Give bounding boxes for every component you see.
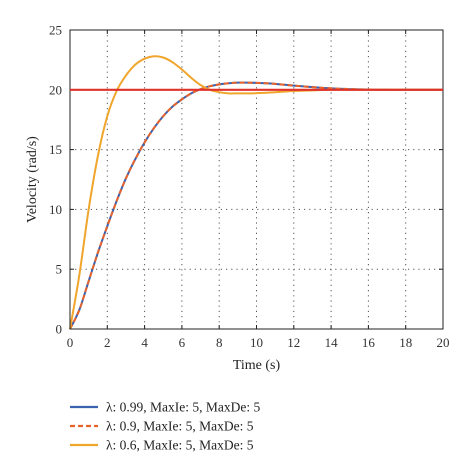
x-tick-label: 2 (104, 335, 111, 350)
y-tick-label: 25 (49, 23, 62, 38)
legend-label-3: λ: 0.6, MaxIe: 5, MaxDe: 5 (106, 438, 254, 453)
x-tick-label: 18 (399, 335, 412, 350)
y-tick-label: 15 (49, 142, 62, 157)
legend-label-2: λ: 0.9, MaxIe: 5, MaxDe: 5 (106, 419, 254, 434)
legend: λ: 0.99, MaxIe: 5, MaxDe: 5 λ: 0.9, MaxIe… (70, 400, 261, 453)
x-tick-labels: 0 2 4 6 8 10 12 14 16 18 20 (67, 335, 450, 350)
y-tick-label: 20 (49, 82, 62, 97)
x-tick-label: 6 (179, 335, 186, 350)
x-tick-label: 8 (216, 335, 223, 350)
y-tick-label: 0 (56, 322, 63, 337)
y-tick-label: 10 (49, 202, 62, 217)
x-axis-label: Time (s) (233, 358, 281, 373)
x-tick-label: 20 (437, 335, 450, 350)
series-line-3 (69, 55, 443, 330)
x-tick-label: 4 (141, 335, 148, 350)
x-tick-label: 0 (67, 335, 74, 350)
y-tick-labels: 0 5 10 15 20 25 (49, 23, 62, 337)
y-tick-label: 5 (56, 262, 63, 277)
x-tick-label: 16 (362, 335, 376, 350)
x-tick-label: 10 (250, 335, 263, 350)
x-tick-label: 14 (325, 335, 339, 350)
legend-label-1: λ: 0.99, MaxIe: 5, MaxDe: 5 (106, 400, 261, 415)
y-axis-label: Velocity (rad/s) (25, 136, 40, 223)
ticks (69, 29, 444, 330)
series-layer (69, 55, 443, 330)
x-tick-label: 12 (287, 335, 300, 350)
